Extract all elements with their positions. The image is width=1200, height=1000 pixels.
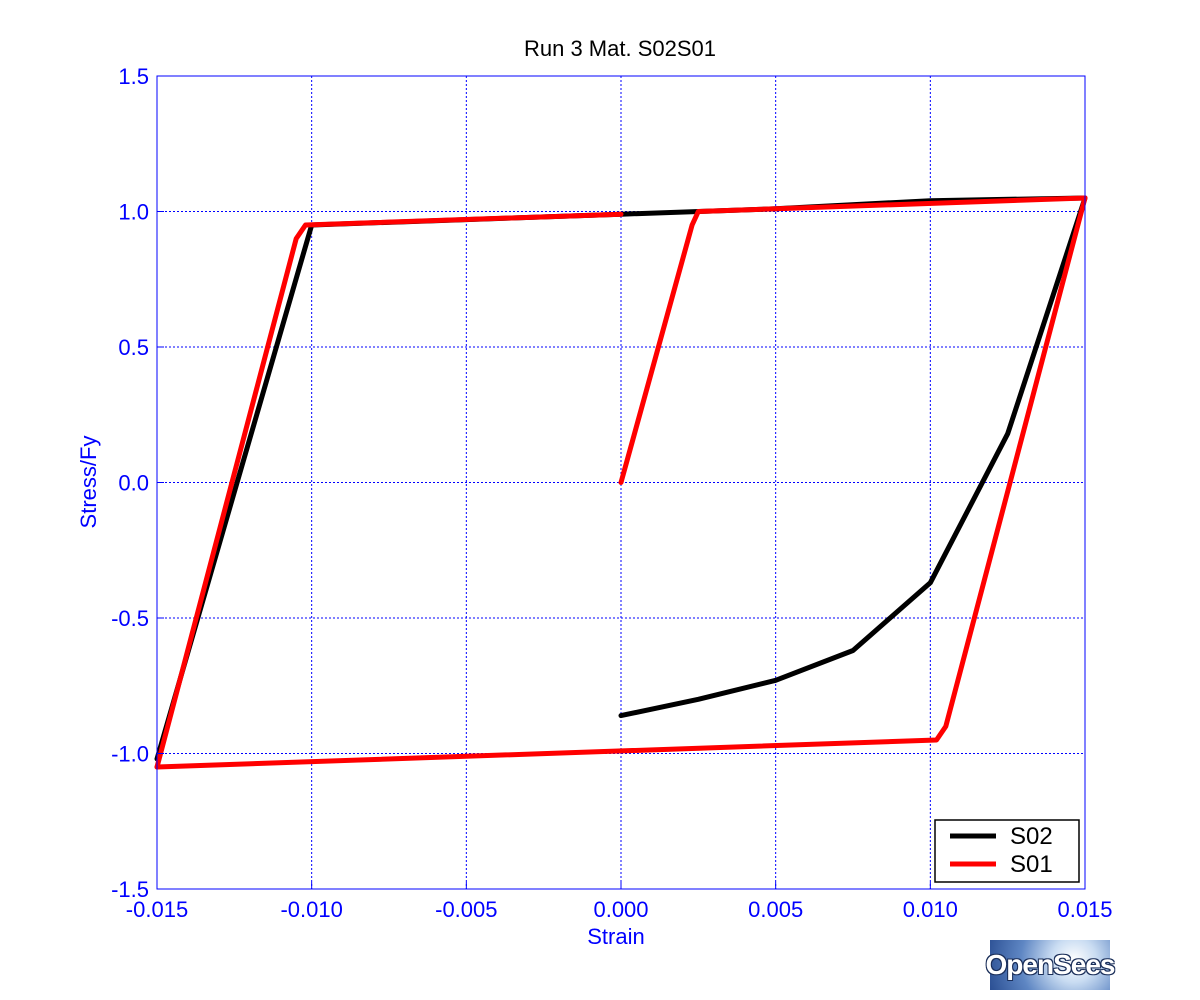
y-tick-label: 1.5 xyxy=(118,64,149,89)
y-tick-label: -0.5 xyxy=(111,606,149,631)
series-line-s01 xyxy=(154,211,624,770)
x-tick-label: 0.005 xyxy=(748,897,803,922)
series-line-s02 xyxy=(618,195,1088,719)
x-tick-label: -0.005 xyxy=(435,897,497,922)
chart-title: Run 3 Mat. S02S01 xyxy=(524,36,716,61)
y-tick-label: 0.0 xyxy=(118,471,149,496)
series-layer xyxy=(154,195,1088,770)
legend-label-s02: S02 xyxy=(1010,823,1053,850)
y-tick-label: -1.0 xyxy=(111,742,149,767)
legend-box xyxy=(934,819,1080,883)
legend-label-s01: S01 xyxy=(1010,851,1053,878)
x-tick-label: -0.010 xyxy=(280,897,342,922)
y-tick-label: -1.5 xyxy=(111,877,149,902)
x-axis-label: Strain xyxy=(587,924,644,949)
y-tick-label: 0.5 xyxy=(118,335,149,360)
opensees-logo: OpenSees xyxy=(986,940,1115,990)
x-tick-label: -0.015 xyxy=(126,897,188,922)
series-line-s01 xyxy=(154,195,1088,770)
y-tick-label: 1.0 xyxy=(118,200,149,225)
x-tick-label: 0.015 xyxy=(1057,897,1112,922)
y-axis-label: Stress/Fy xyxy=(76,436,101,529)
legend: S02 S01 xyxy=(934,819,1080,883)
x-tick-label: 0.000 xyxy=(593,897,648,922)
opensees-logo-text: OpenSees xyxy=(985,949,1116,980)
x-tick-label: 0.010 xyxy=(903,897,958,922)
tick-layer: -0.015 -0.010 -0.005 0.000 0.005 0.010 0.015 -1… xyxy=(111,64,1112,922)
series-line-s01 xyxy=(618,195,1088,485)
